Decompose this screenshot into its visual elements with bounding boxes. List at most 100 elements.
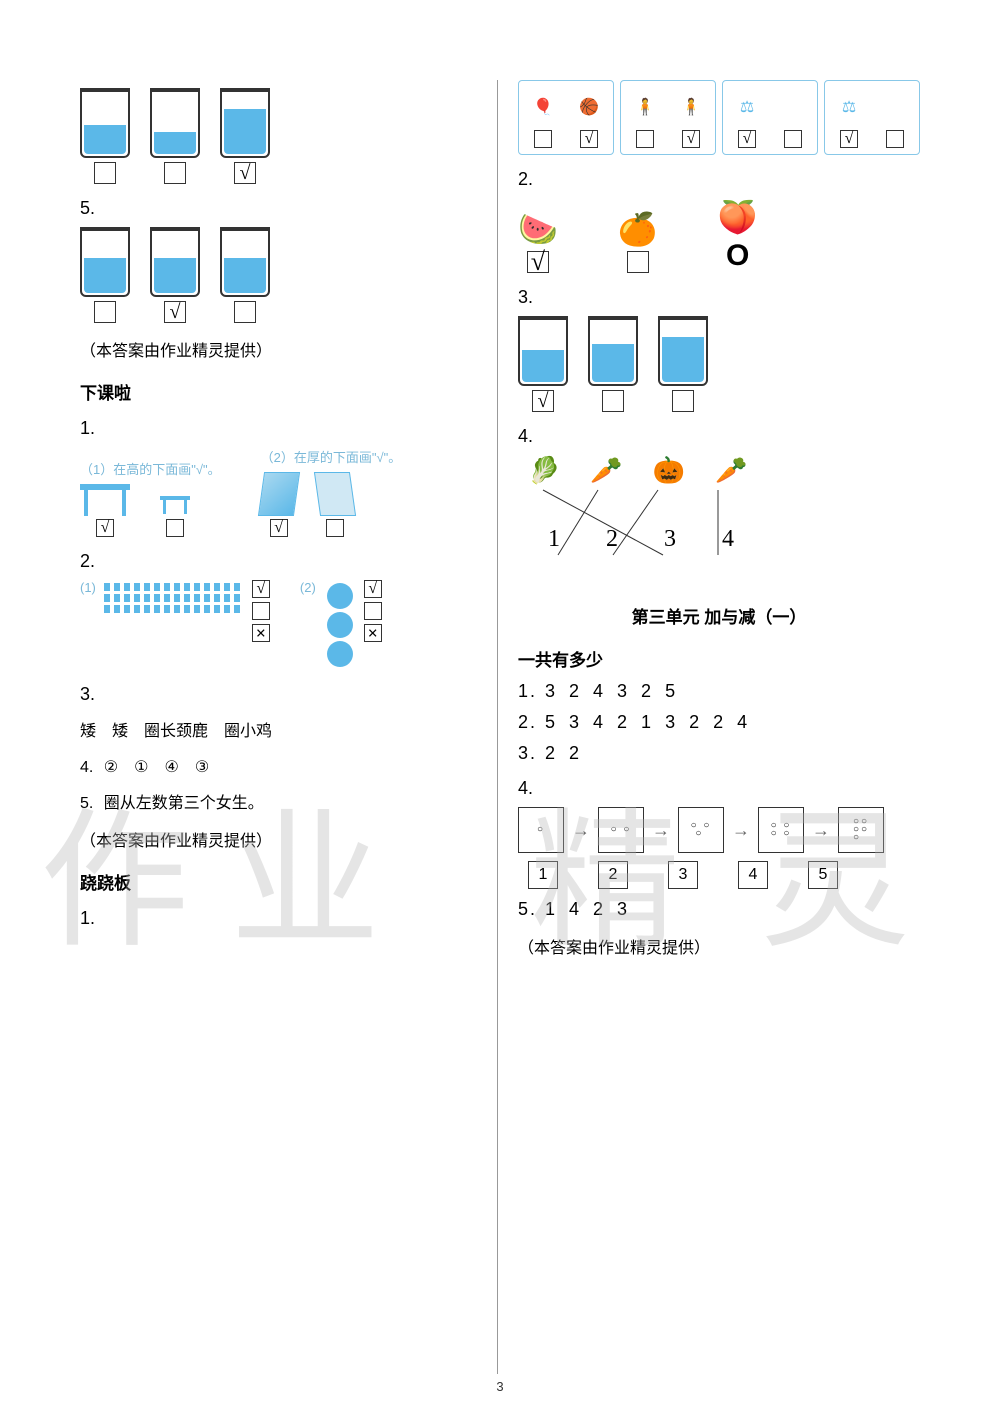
- q1-sub1: （1）在高的下面画"√"。 √: [80, 459, 221, 537]
- answer-box: √: [682, 130, 700, 148]
- panel-item: 🧍: [625, 87, 665, 148]
- rope-icon: [104, 605, 244, 613]
- dot-box: ○ ○ ○: [678, 807, 724, 853]
- question-number: 5.: [80, 198, 477, 219]
- answer-values: 534213224: [545, 712, 761, 732]
- cup-row-r3: √: [518, 316, 920, 412]
- watermelon-icon: 🍉: [518, 210, 558, 248]
- q4-line: 4. ② ① ④ ③: [80, 753, 477, 777]
- answer-box: √: [738, 130, 756, 148]
- answer-values: 324325: [545, 681, 689, 701]
- blob-icon: [327, 641, 353, 667]
- q2-figure-row: (1) √ × (2): [80, 580, 477, 670]
- cup-icon: [150, 227, 200, 297]
- answer-box: √: [527, 251, 549, 273]
- blob-icon: [327, 583, 353, 609]
- answer-box: [234, 301, 256, 323]
- panel-item: 🏀√: [569, 87, 609, 148]
- answer-box: [627, 251, 649, 273]
- arrow-icon: →: [812, 820, 830, 841]
- arrow-icon: →: [732, 820, 750, 841]
- empty-icon: [773, 87, 813, 127]
- table-icon: [80, 484, 130, 516]
- answer-line: 1. 324325: [518, 681, 920, 702]
- unit-title: 第三单元 加与减（一）: [518, 603, 920, 628]
- choice-panel: 🧍 🧍 √: [620, 80, 716, 155]
- answer-box: [164, 162, 186, 184]
- section-heading: 跷跷板: [80, 869, 477, 894]
- child-icon: 🧍: [625, 87, 665, 127]
- question-number: 2.: [80, 551, 477, 572]
- answer-line: 3.22: [518, 743, 920, 764]
- question-number: 2.: [518, 712, 537, 732]
- answer-box: √: [840, 130, 858, 148]
- answer-box: √: [364, 580, 382, 598]
- num-box: 5: [808, 861, 838, 889]
- empty-icon: [875, 87, 915, 127]
- question-number: 4.: [518, 426, 920, 447]
- dot-sequence: ○ → ○ ○ → ○ ○ ○ → ○ ○○ ○ → ○○○○○: [518, 807, 920, 853]
- q2-left-group: (1) √ ×: [80, 580, 270, 670]
- answer-box: [166, 519, 184, 537]
- answer-box: ×: [364, 624, 382, 642]
- answer-values: 1423: [545, 899, 641, 919]
- question-number: 1.: [80, 418, 477, 439]
- answer-box: √: [96, 519, 114, 537]
- arrow-icon: →: [572, 820, 590, 841]
- circle-mark: O: [726, 239, 749, 273]
- stool-item: [160, 496, 190, 537]
- dot-box: ○○○○○: [838, 807, 884, 853]
- dot-box: ○ ○○ ○: [758, 807, 804, 853]
- answer-box: [784, 130, 802, 148]
- q4-answer: ② ① ④ ③: [104, 759, 209, 776]
- ball-icon: 🏀: [569, 87, 609, 127]
- table-item: √: [80, 484, 130, 537]
- question-number: 5.: [518, 899, 537, 919]
- cup-item: [588, 316, 638, 412]
- book-item: √: [261, 472, 297, 537]
- panel-item: ⚖√: [829, 87, 869, 148]
- num-box: 3: [668, 861, 698, 889]
- answer-values: 22: [545, 743, 593, 763]
- q2-right-group: (2) √ ×: [300, 580, 382, 670]
- question-number: 3.: [518, 287, 920, 308]
- cup-item: √: [150, 227, 200, 323]
- stool-icon: [160, 496, 190, 516]
- answer-box: ×: [252, 624, 270, 642]
- match-lines: [518, 455, 920, 585]
- question-number: 1.: [518, 681, 537, 701]
- question-number: 2.: [518, 169, 920, 190]
- section-heading: 一共有多少: [518, 646, 920, 671]
- answer-box: [364, 602, 382, 620]
- answer-box: √: [270, 519, 288, 537]
- cup-icon: [518, 316, 568, 386]
- fruit-item: 🍊: [618, 210, 658, 273]
- arrow-icon: →: [652, 820, 670, 841]
- page-number: 3: [496, 1379, 503, 1394]
- num-box: 2: [598, 861, 628, 889]
- question-number: 3.: [518, 743, 537, 763]
- answer-box: √: [532, 390, 554, 412]
- panel-item: 🎈: [523, 87, 563, 148]
- q1-sub2: （2）在厚的下面画"√"。 √: [261, 447, 402, 537]
- cup-item: √: [220, 88, 270, 184]
- cup-item: [220, 227, 270, 323]
- child-icon: 🧍: [671, 87, 711, 127]
- credit-text: （本答案由作业精灵提供）: [80, 827, 477, 851]
- cup-icon: [658, 316, 708, 386]
- answer-box: √: [252, 580, 270, 598]
- book-icon: [314, 472, 356, 516]
- answer-box: [94, 301, 116, 323]
- cup-item: [80, 88, 130, 184]
- answer-box: [94, 162, 116, 184]
- cup-item: [80, 227, 130, 323]
- cup-item: √: [518, 316, 568, 412]
- answer-line: 2. 534213224: [518, 712, 920, 733]
- answer-box: [636, 130, 654, 148]
- dot-box: ○: [518, 807, 564, 853]
- num-box: 1: [528, 861, 558, 889]
- sub-num: (2): [300, 580, 316, 595]
- matching-figure: 🥬 🥕 🎃 🥕 1 2 3 4: [518, 455, 920, 585]
- cup-icon: [80, 88, 130, 158]
- answer-box: [886, 130, 904, 148]
